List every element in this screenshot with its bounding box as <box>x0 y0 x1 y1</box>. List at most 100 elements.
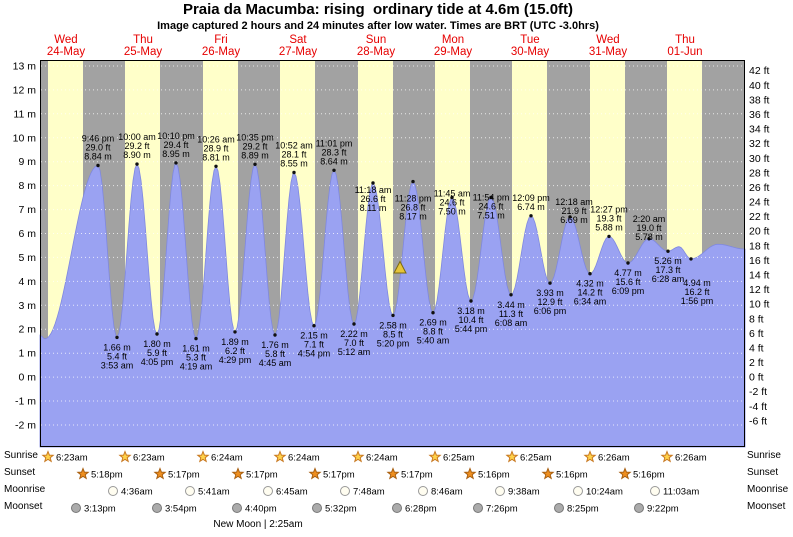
moonset-time: 4:40pm <box>245 504 277 515</box>
tide-extreme-dot <box>312 324 316 328</box>
tide-extreme-dot <box>115 335 119 340</box>
y-axis-label-ft: 38 ft <box>749 94 770 106</box>
y-axis-label-m: 2 m <box>18 324 36 336</box>
tide-low-label-line: 6:34 am <box>574 297 607 307</box>
tide-low-label-line: 5:12 am <box>338 347 371 357</box>
sunset-row-label-right: Sunset <box>747 467 779 478</box>
tide-high-label-line: 11:18 am <box>355 185 392 195</box>
moonrise-time: 7:48am <box>353 487 385 498</box>
moonset-time: 5:32pm <box>325 504 357 515</box>
moonrise-icon <box>340 486 350 496</box>
y-axis-label-ft: 16 ft <box>749 255 770 267</box>
tide-low-label-line: 15.6 ft <box>615 277 641 287</box>
tide-low-label-line: 6:09 pm <box>612 286 645 296</box>
tide-low-label-line: 5:40 am <box>417 336 450 346</box>
tide-high-label-line: 6.74 m <box>517 202 545 212</box>
sunset-time: 5:17pm <box>168 470 200 481</box>
moonrise-time: 4:36am <box>121 487 153 498</box>
moonrise-icon <box>650 486 660 496</box>
tide-low-label-line: 2.15 m <box>300 331 328 341</box>
y-axis-label-ft: 24 ft <box>749 197 770 209</box>
tide-low-label-line: 5.26 m <box>654 256 682 266</box>
tide-low-label-line: 1:56 pm <box>681 296 714 306</box>
tide-high-label-line: 2:20 am <box>633 214 666 224</box>
y-axis-label-ft: -4 ft <box>749 401 767 413</box>
sunrise-icon <box>118 450 132 463</box>
y-axis-label-ft: 30 ft <box>749 153 770 165</box>
tide-low-label-line: 1.76 m <box>261 340 289 350</box>
y-axis-label-ft: 6 ft <box>749 328 764 340</box>
y-axis-label-m: 5 m <box>18 252 36 264</box>
y-axis-label-m: 3 m <box>18 300 36 312</box>
y-axis-label-ft: 32 ft <box>749 138 770 150</box>
sunset-icon <box>463 467 477 480</box>
sunset-icon <box>153 467 167 480</box>
moonrise-icon <box>263 486 273 496</box>
tide-high-label-line: 21.9 ft <box>561 206 587 216</box>
day-label-dow: Wed <box>54 34 77 46</box>
tide-extreme-dot <box>529 214 533 218</box>
tide-high-label-line: 8.89 m <box>241 150 269 160</box>
moonrise-time: 11:03am <box>663 487 699 498</box>
y-axis-label-ft: 12 ft <box>749 284 770 296</box>
sunset-icon <box>386 467 400 480</box>
sunrise-icon <box>351 450 365 463</box>
y-axis-label-m: 11 m <box>13 108 36 120</box>
moonset-icon <box>473 503 483 513</box>
tide-low-label-line: 6:08 am <box>495 318 528 328</box>
tide-high-label-line: 28.9 ft <box>203 143 229 153</box>
tide-extreme-dot <box>194 336 198 341</box>
tide-high-label-line: 7.51 m <box>477 210 505 220</box>
sunset-icon <box>308 467 322 480</box>
y-axis-label-m: 13 m <box>13 60 37 72</box>
day-label-dow: Mon <box>442 34 464 46</box>
sunset-time: 5:17pm <box>323 470 355 481</box>
tide-low-label-line: 12.9 ft <box>537 297 563 307</box>
tide-high-label-line: 8.95 m <box>162 149 190 159</box>
tide-high-label-line: 26.8 ft <box>400 203 426 213</box>
moonset-time: 7:26pm <box>486 504 518 515</box>
tide-low-label-line: 2.22 m <box>340 329 368 339</box>
day-label-date: 29-May <box>434 46 473 58</box>
tide-low-label-line: 5.8 ft <box>265 349 286 359</box>
tide-high-label-line: 29.2 ft <box>242 141 268 151</box>
day-label-dow: Sun <box>366 34 386 46</box>
day-label-date: 24-May <box>47 46 86 58</box>
tide-extreme-dot <box>469 299 473 303</box>
tide-high-label-line: 5.88 m <box>595 222 623 232</box>
sunrise-time: 6:24am <box>366 453 398 464</box>
y-axis-label-ft: 28 ft <box>749 167 770 179</box>
tide-high-label-line: 12:18 am <box>555 197 593 207</box>
tide-high-label-line: 10:26 am <box>197 134 235 144</box>
y-axis-label-ft: 36 ft <box>749 109 770 121</box>
tide-low-label-line: 14.2 ft <box>577 288 603 298</box>
tide-extreme-dot <box>431 311 435 315</box>
moonset-icon <box>312 503 322 513</box>
moonset-icon <box>392 503 402 513</box>
tide-low-label-line: 3.44 m <box>497 300 525 310</box>
sunset-icon <box>541 467 555 480</box>
tide-extreme-dot <box>568 215 572 219</box>
plot-border <box>40 60 745 447</box>
moonset-icon <box>152 503 162 513</box>
tide-high-label-line: 29.2 ft <box>124 141 150 151</box>
tide-extreme-dot <box>96 163 100 168</box>
tide-extreme-dot <box>588 272 592 276</box>
tide-high-label-line: 10:52 am <box>275 141 313 151</box>
y-axis-label-ft: 18 ft <box>749 240 770 252</box>
sunrise-time: 6:23am <box>56 453 88 464</box>
tide-high-label-line: 28.1 ft <box>281 150 307 160</box>
tide-extreme-dot <box>352 322 356 326</box>
sunset-time: 5:16pm <box>556 470 588 481</box>
sunrise-icon <box>428 450 442 463</box>
sunrise-time: 6:24am <box>211 453 243 464</box>
y-axis-label-ft: 40 ft <box>749 80 770 92</box>
y-axis-label-ft: 8 ft <box>749 313 764 325</box>
tide-extreme-dot <box>450 195 454 200</box>
tide-extreme-dot <box>135 162 139 166</box>
sunset-row-label-left: Sunset <box>4 467 36 478</box>
sunset-time: 5:16pm <box>633 470 665 481</box>
moonset-icon <box>554 503 564 513</box>
moonset-row-label-right: Moonset <box>747 501 786 512</box>
y-axis-label-m: 10 m <box>13 132 37 144</box>
